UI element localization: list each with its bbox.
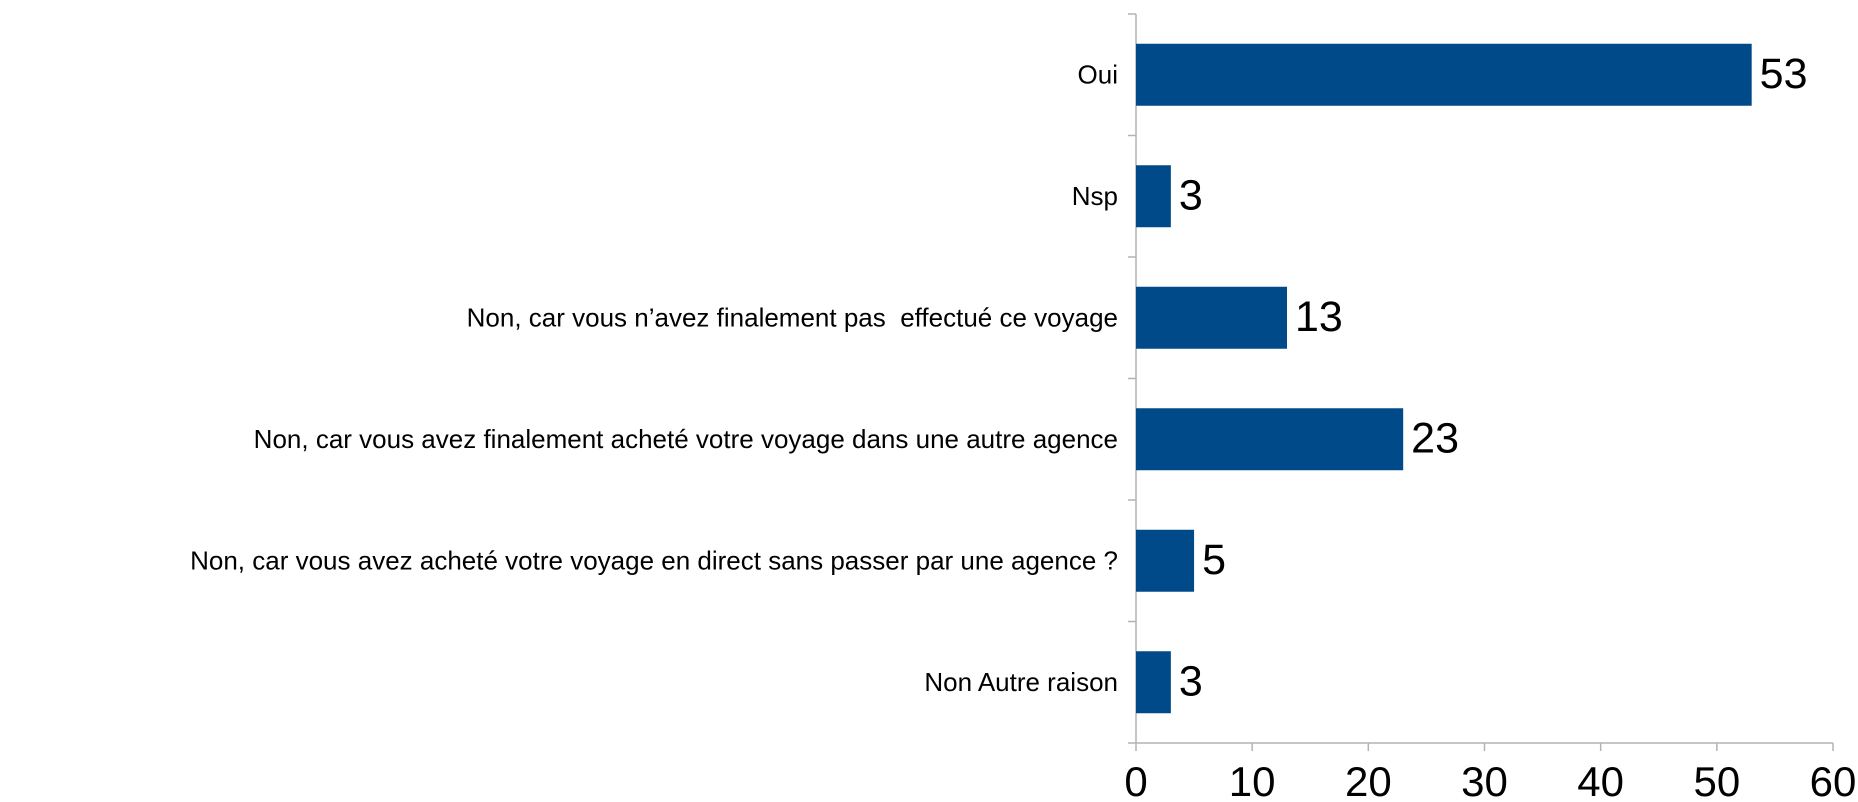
y-tick-label: Non Autre raison xyxy=(924,667,1118,697)
bar xyxy=(1136,286,1288,349)
x-tick-label: 10 xyxy=(1229,758,1276,802)
bar xyxy=(1136,165,1171,228)
bar xyxy=(1136,43,1752,106)
value-label: 3 xyxy=(1179,172,1203,220)
y-tick-label: Oui xyxy=(1078,60,1118,90)
y-tick-label: Nsp xyxy=(1072,181,1118,211)
y-tick-label: Non, car vous n’avez finalement pas effe… xyxy=(467,303,1118,333)
x-tick-label: 0 xyxy=(1124,758,1147,802)
x-tick-label: 40 xyxy=(1577,758,1624,802)
value-label: 53 xyxy=(1760,50,1808,98)
value-label: 5 xyxy=(1202,536,1226,584)
value-label: 23 xyxy=(1411,415,1459,463)
bar xyxy=(1136,651,1171,714)
y-tick-label: Non, car vous avez acheté votre voyage e… xyxy=(190,546,1118,576)
bar xyxy=(1136,408,1404,471)
bar xyxy=(1136,529,1195,592)
y-tick-label: Non, car vous avez finalement acheté vot… xyxy=(254,424,1118,454)
value-label: 13 xyxy=(1295,293,1343,341)
value-label: 3 xyxy=(1179,658,1203,706)
x-tick-label: 30 xyxy=(1461,758,1508,802)
x-tick-label: 20 xyxy=(1345,758,1392,802)
x-tick-label: 50 xyxy=(1693,758,1740,802)
x-tick-label: 60 xyxy=(1810,758,1857,802)
